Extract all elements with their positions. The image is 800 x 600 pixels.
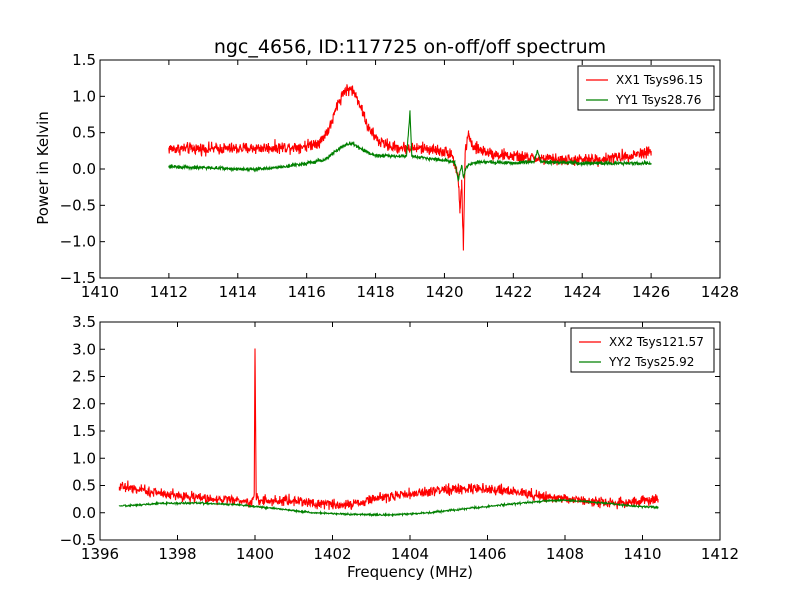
- series-line-2-1: [118, 348, 659, 510]
- x-tick-label: 1396: [81, 545, 119, 563]
- top-spectrum-panel: 1410 1412 1414 1416 1418 1420 1422 1424 1426 1428…: [60, 51, 740, 301]
- series-line-1-2: [168, 110, 652, 182]
- x-tick-label: 1410: [623, 545, 661, 563]
- x-tick-label: 1428: [701, 283, 739, 301]
- figure-title: ngc_4656, ID:117725 on-off/off spectrum: [214, 36, 606, 58]
- series-line-2-2: [118, 497, 659, 518]
- y-tick-label: 0.5: [72, 477, 96, 495]
- x-tick-label: 1408: [546, 545, 584, 563]
- y-tick-label: 3.0: [72, 340, 96, 358]
- y-tick-label: 0.0: [72, 160, 96, 178]
- legend: XX1 Tsys96.15 YY1 Tsys28.76: [577, 65, 715, 111]
- x-tick-label: 1412: [150, 283, 188, 301]
- x-tick-label: 1424: [563, 283, 601, 301]
- y-tick-label: 1.5: [72, 422, 96, 440]
- y-tick-label: −1.5: [60, 269, 96, 287]
- y-axis-title: Power in Kelvin: [34, 111, 52, 225]
- y-tick-label: −0.5: [60, 531, 96, 549]
- x-tick-label: 1400: [236, 545, 274, 563]
- x-tick-label: 1404: [391, 545, 429, 563]
- legend-box: [570, 327, 715, 373]
- x-tick-label: 1410: [81, 283, 119, 301]
- y-tick-label: 3.5: [72, 313, 96, 331]
- y-tick-label: 2.0: [72, 395, 96, 413]
- x-tick-label: 1406: [468, 545, 506, 563]
- x-tick-label: 1416: [288, 283, 326, 301]
- y-tick-label: −0.5: [60, 196, 96, 214]
- x-axis-title: Frequency (MHz): [347, 563, 473, 581]
- x-tick-label: 1418: [356, 283, 394, 301]
- x-tick-label: 1420: [425, 283, 463, 301]
- y-tick-label: 0.0: [72, 504, 96, 522]
- y-tick-label: 0.5: [72, 124, 96, 142]
- x-tick-label: 1412: [701, 545, 739, 563]
- x-tick-label: 1422: [494, 283, 532, 301]
- x-tick-label: 1414: [219, 283, 257, 301]
- y-tick-label: 1.0: [72, 87, 96, 105]
- x-tick-label: 1402: [313, 545, 351, 563]
- legend-label: XX2 Tsys121.57: [609, 335, 704, 349]
- series-line-1-1: [168, 84, 652, 251]
- legend-box: [577, 65, 715, 111]
- x-tick-label: 1426: [632, 283, 670, 301]
- legend: XX2 Tsys121.57 YY2 Tsys25.92: [570, 327, 715, 373]
- bottom-spectrum-panel: 1396 1398 1400 1402 1404 1406 1408 1410 1412 −0.5…: [60, 313, 740, 563]
- y-tick-label: 1.5: [72, 51, 96, 69]
- legend-label: YY2 Tsys25.92: [608, 355, 694, 369]
- y-tick-label: 1.0: [72, 449, 96, 467]
- legend-label: YY1 Tsys28.76: [615, 93, 701, 107]
- x-tick-label: 1398: [158, 545, 196, 563]
- y-tick-label: 2.5: [72, 368, 96, 386]
- legend-label: XX1 Tsys96.15: [616, 73, 703, 87]
- y-tick-label: −1.0: [60, 233, 96, 251]
